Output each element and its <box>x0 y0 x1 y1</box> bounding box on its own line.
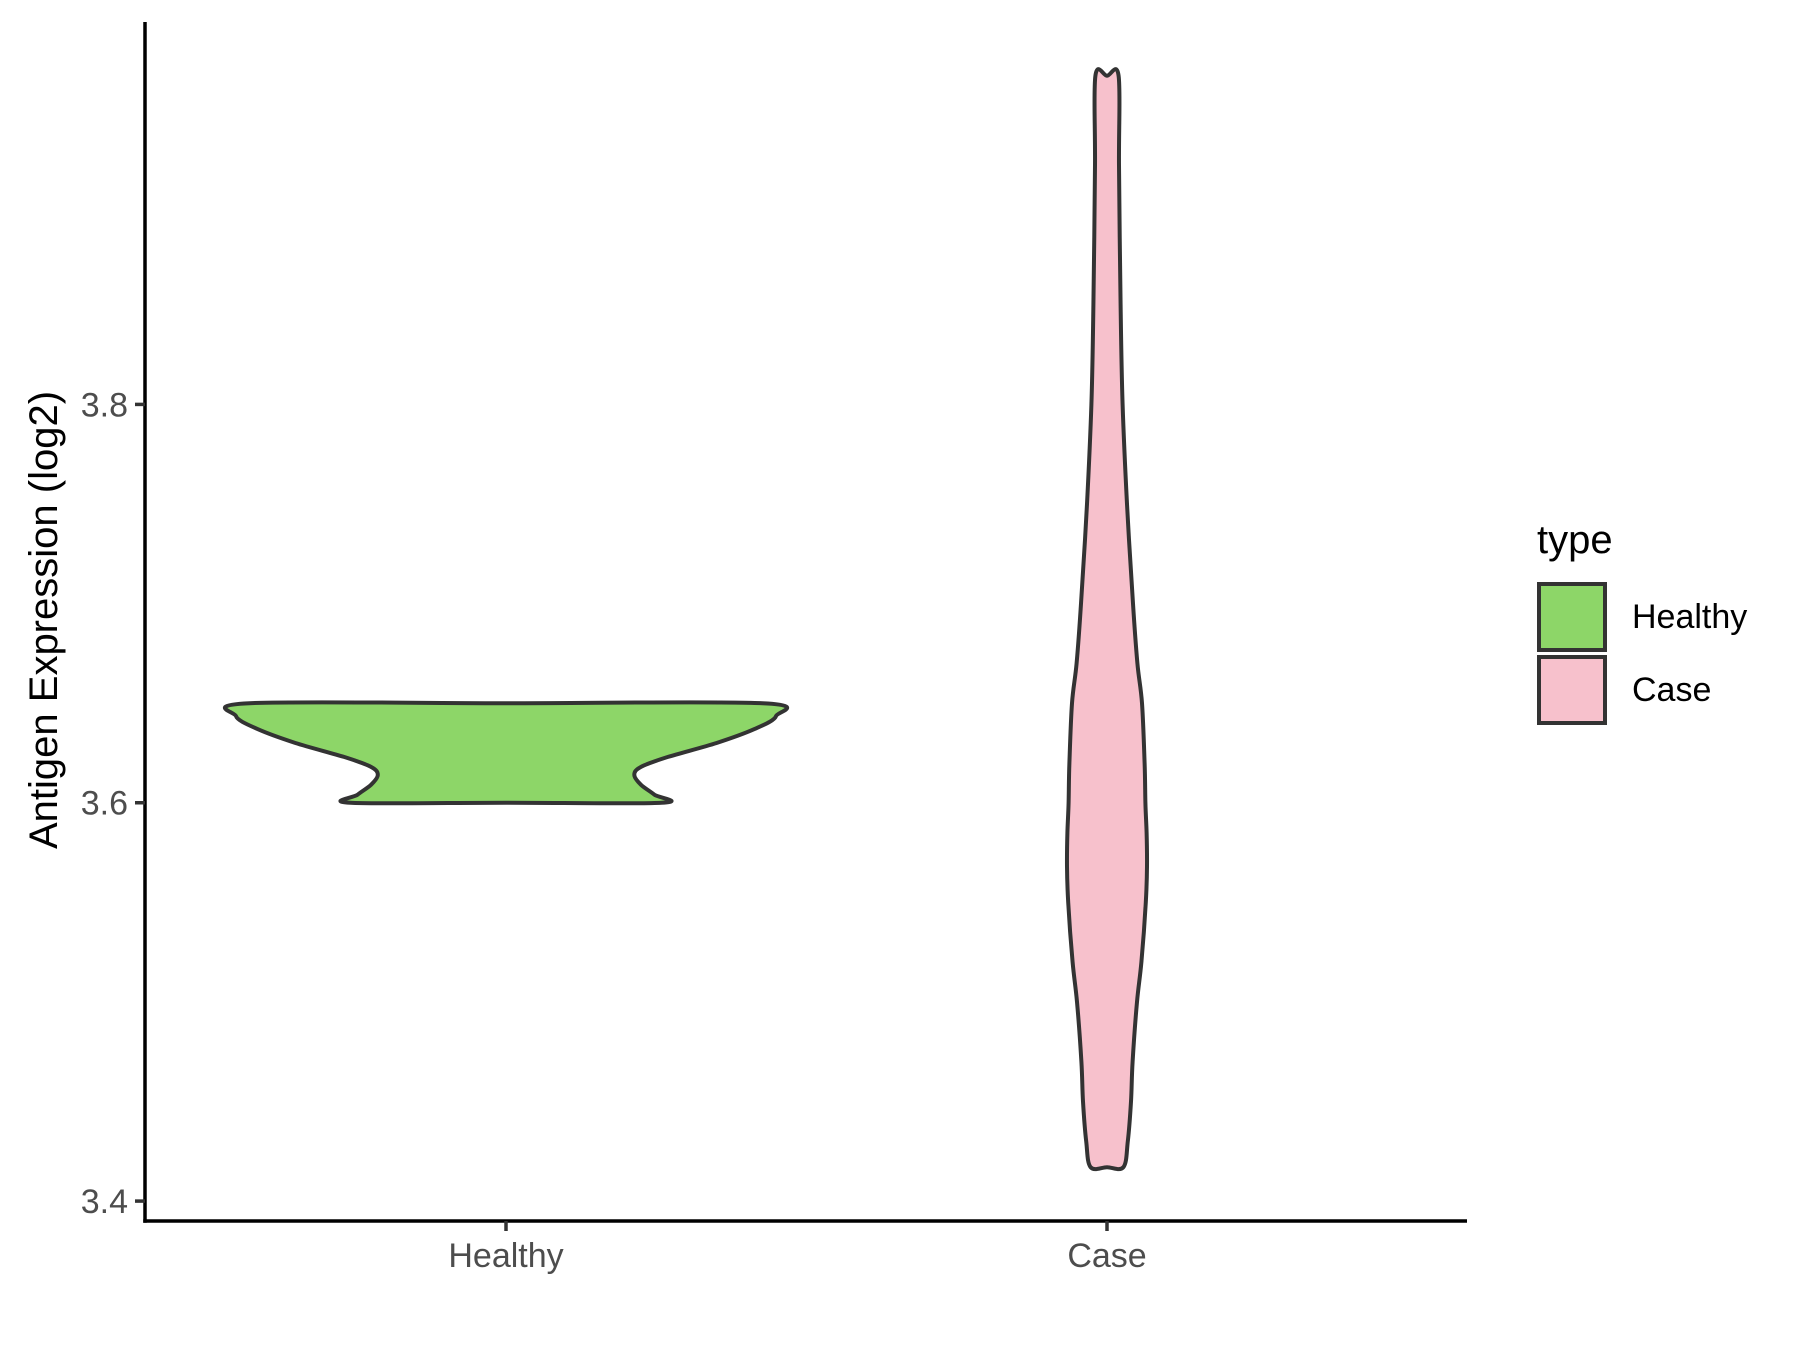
x-category-labels: Healthy Case <box>448 1237 1146 1275</box>
violin-healthy <box>222 700 790 806</box>
violin-case <box>1064 67 1150 1172</box>
legend-entry-case: Case <box>1537 655 1747 725</box>
violins <box>222 67 1150 1172</box>
legend-swatch-healthy <box>1537 582 1607 652</box>
y-axis-title: Antigen Expression (log2) <box>22 390 66 850</box>
x-category-label-case: Case <box>1067 1237 1146 1275</box>
legend-entry-healthy: Healthy <box>1537 582 1747 652</box>
x-category-label-healthy: Healthy <box>448 1237 563 1275</box>
legend-swatch-case <box>1537 655 1607 725</box>
y-tick-label-0: 3.4 <box>81 1183 128 1221</box>
legend-label-healthy: Healthy <box>1632 598 1748 636</box>
y-tick-label-1: 3.6 <box>81 785 128 823</box>
axes <box>135 22 1467 1231</box>
legend: type Healthy Case <box>1537 520 1747 728</box>
y-tick-label-2: 3.8 <box>81 386 128 424</box>
y-tick-labels: 3.4 3.6 3.8 <box>81 386 128 1221</box>
legend-label-case: Case <box>1632 671 1712 709</box>
legend-title: type <box>1537 518 1613 562</box>
